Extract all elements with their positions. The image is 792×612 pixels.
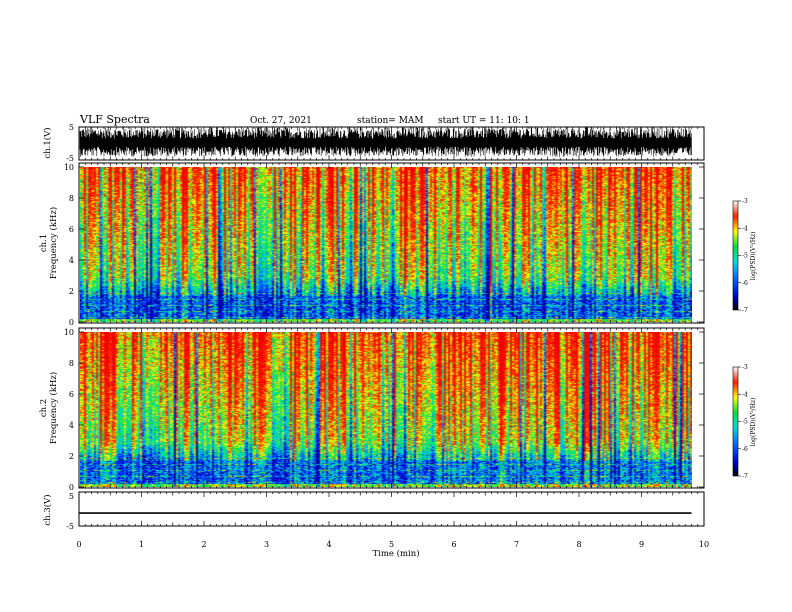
- date-label: Oct. 27, 2021: [250, 116, 312, 126]
- x-tick-label: 4: [326, 540, 331, 549]
- ch2-colorbar-ticks: -3 -4 -5 -6 -7: [738, 364, 748, 480]
- x-tick-labels: 0 1 2 3 4 5 6 7 8 9 10: [76, 540, 709, 549]
- colorbar-tick-label: -3: [742, 198, 748, 205]
- spec-ytick-label: 10: [64, 163, 74, 172]
- spec-ytick-label: 0: [69, 318, 74, 327]
- ch3-frame: [78, 491, 705, 527]
- ch2-spec-yticks: 0 2 4 6 8 10: [64, 328, 704, 492]
- colorbar-tick-label: -4: [742, 391, 748, 398]
- colorbar-tick-label: -7: [742, 473, 748, 480]
- ch1-colorbar-ticks: -3 -4 -5 -6 -7: [738, 198, 748, 314]
- x-tick-label: 7: [514, 540, 519, 549]
- ch2-freq-label: Frequency (kHz): [48, 372, 59, 444]
- spec-ytick-label: 8: [69, 359, 74, 368]
- x-tick-label: 1: [139, 540, 144, 549]
- station-label: station= MAM: [357, 116, 424, 126]
- ch1-ylabel: ch.1(V): [42, 127, 53, 158]
- ch1-spectrogram-panel: 0 2 4 6 8 10 ch.1 Frequency (kHz): [39, 162, 705, 327]
- spec-ytick-label: 2: [69, 452, 74, 461]
- spec-ytick-label: 2: [69, 287, 74, 296]
- start-time-label: start UT = 11: 10: 1: [438, 116, 530, 126]
- ch2-spectrogram-panel: 0 2 4 6 8 10 ch.2 Frequency (kHz): [39, 327, 705, 492]
- time-tick-marks: [78, 127, 705, 526]
- spec-ytick-label: 6: [69, 225, 74, 234]
- x-tick-label: 2: [201, 540, 206, 549]
- spec-ytick-label: 4: [69, 256, 74, 265]
- colorbar-tick-label: -3: [742, 364, 748, 371]
- colorbar-tick-label: -6: [742, 280, 748, 287]
- colorbar-tick-label: -5: [742, 253, 748, 260]
- ch3-ytick-bottom: -5: [66, 522, 74, 531]
- ch1-colorbar-label: log(PSD)(V²/Hz): [750, 232, 757, 281]
- x-tick-label: 5: [389, 540, 394, 549]
- x-tick-label: 3: [264, 540, 269, 549]
- ch2-ch-label: ch.2: [39, 399, 49, 417]
- spec-ytick-label: 10: [64, 328, 74, 337]
- ch1-waveform-panel: 5 -5 ch.1(V): [42, 123, 705, 163]
- spec-ytick-label: 0: [69, 483, 74, 492]
- ch2-spectrogram-image: [80, 332, 692, 487]
- x-tick-label: 8: [576, 540, 581, 549]
- ch3-ytick-top: 5: [69, 492, 74, 501]
- ch2-colorbar: -3 -4 -5 -6 -7 log(PSD)(V²/Hz): [732, 364, 757, 480]
- figure-title: VLF Spectra: [79, 113, 150, 126]
- x-tick-label: 6: [451, 540, 456, 549]
- ch1-colorbar-bar: [732, 200, 739, 311]
- ch1-ytick-bottom: -5: [66, 154, 74, 163]
- ch1-spec-yticks: 0 2 4 6 8 10: [64, 163, 704, 327]
- x-tick-label: 9: [639, 540, 644, 549]
- colorbar-tick-label: -6: [742, 446, 748, 453]
- ch3-ylabel: ch.3(V): [42, 494, 53, 525]
- spec-ytick-label: 8: [69, 194, 74, 203]
- colorbar-tick-label: -7: [742, 307, 748, 314]
- ch1-ch-label: ch.1: [39, 234, 49, 252]
- ch1-waveform-line: [79, 127, 692, 157]
- ch1-freq-label: Frequency (kHz): [48, 207, 59, 279]
- x-tick-label: 10: [699, 540, 709, 549]
- spec-ytick-label: 4: [69, 421, 74, 430]
- ch2-colorbar-bar: [732, 366, 739, 477]
- spec-ytick-label: 6: [69, 390, 74, 399]
- x-axis-label: Time (min): [372, 548, 419, 559]
- x-tick-label: 0: [76, 540, 81, 549]
- colorbar-tick-label: -4: [742, 225, 748, 232]
- ch1-ytick-top: 5: [69, 123, 74, 132]
- ch3-waveform-panel: 5 -5 ch.3(V): [42, 491, 705, 531]
- ch2-colorbar-label: log(PSD)(V²/Hz): [750, 398, 757, 447]
- colorbar-tick-label: -5: [742, 419, 748, 426]
- ch1-colorbar: -3 -4 -5 -6 -7 log(PSD)(V²/Hz): [732, 198, 757, 314]
- ch1-spectrogram-image: [80, 167, 692, 322]
